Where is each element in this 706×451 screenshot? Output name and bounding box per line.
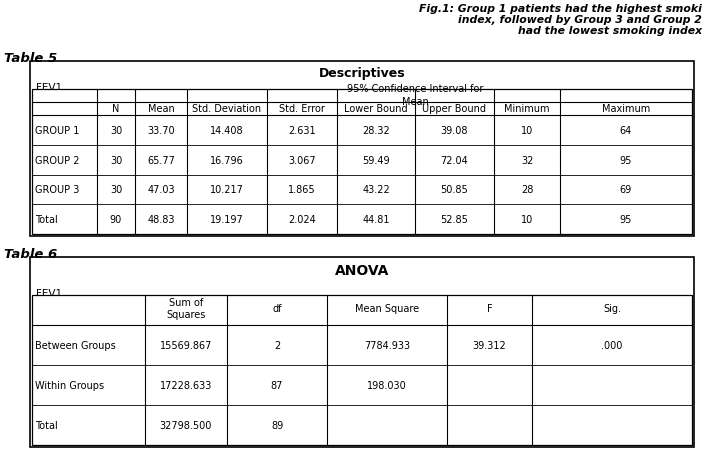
Text: 72.04: 72.04 — [441, 155, 468, 165]
Text: 3.067: 3.067 — [288, 155, 316, 165]
Text: 43.22: 43.22 — [362, 185, 390, 195]
Text: 30: 30 — [110, 125, 122, 136]
Text: Minimum: Minimum — [504, 104, 550, 114]
Text: GROUP 3: GROUP 3 — [35, 185, 79, 195]
Text: Mean Square: Mean Square — [355, 304, 419, 313]
Text: 10.217: 10.217 — [210, 185, 244, 195]
Text: .000: .000 — [602, 340, 623, 350]
Text: Std. Deviation: Std. Deviation — [193, 104, 261, 114]
Text: F: F — [486, 304, 492, 313]
Text: 47.03: 47.03 — [147, 185, 175, 195]
Text: 33.70: 33.70 — [147, 125, 175, 136]
Text: Lower Bound: Lower Bound — [345, 104, 408, 114]
Text: Sig.: Sig. — [603, 304, 621, 313]
Text: index, followed by Group 3 and Group 2: index, followed by Group 3 and Group 2 — [458, 15, 702, 25]
Text: Descriptives: Descriptives — [318, 66, 405, 79]
Bar — [32, 295, 692, 445]
Text: 16.796: 16.796 — [210, 155, 244, 165]
Text: Upper Bound: Upper Bound — [422, 104, 486, 114]
Text: ANOVA: ANOVA — [335, 263, 389, 277]
Text: 50.85: 50.85 — [441, 185, 468, 195]
Text: 15569.867: 15569.867 — [160, 340, 213, 350]
Text: df: df — [273, 304, 282, 313]
Text: Std. Error: Std. Error — [279, 104, 325, 114]
Text: 69: 69 — [620, 185, 632, 195]
Text: GROUP 1: GROUP 1 — [35, 125, 79, 136]
Text: 87: 87 — [271, 380, 283, 390]
Text: 90: 90 — [110, 215, 122, 225]
Text: 39.312: 39.312 — [472, 340, 506, 350]
Text: 89: 89 — [271, 420, 283, 430]
Text: 198.030: 198.030 — [367, 380, 407, 390]
Text: 2.024: 2.024 — [288, 215, 316, 225]
Text: 39.08: 39.08 — [441, 125, 468, 136]
Text: 32798.500: 32798.500 — [160, 420, 213, 430]
Text: Fig.1: Group 1 patients had the highest smoki: Fig.1: Group 1 patients had the highest … — [419, 4, 702, 14]
Text: Total: Total — [35, 420, 58, 430]
Text: 44.81: 44.81 — [362, 215, 390, 225]
Text: 7784.933: 7784.933 — [364, 340, 410, 350]
Text: 10: 10 — [521, 125, 533, 136]
Text: FEV1: FEV1 — [36, 288, 62, 299]
Text: 2.631: 2.631 — [288, 125, 316, 136]
Text: Sum of
Squares: Sum of Squares — [167, 297, 205, 319]
Text: Within Groups: Within Groups — [35, 380, 104, 390]
Text: 48.83: 48.83 — [148, 215, 175, 225]
Text: Table 5: Table 5 — [4, 52, 57, 65]
Text: 30: 30 — [110, 155, 122, 165]
Text: 59.49: 59.49 — [362, 155, 390, 165]
Text: Table 6: Table 6 — [4, 248, 57, 260]
Text: Total: Total — [35, 215, 58, 225]
Text: Mean: Mean — [148, 104, 174, 114]
Text: GROUP 2: GROUP 2 — [35, 155, 80, 165]
Text: 2: 2 — [274, 340, 280, 350]
Text: Between Groups: Between Groups — [35, 340, 116, 350]
Text: 52.85: 52.85 — [441, 215, 469, 225]
Bar — [32, 90, 692, 235]
Text: 19.197: 19.197 — [210, 215, 244, 225]
Text: 95% Confidence Interval for
Mean: 95% Confidence Interval for Mean — [347, 84, 484, 106]
Text: FEV1: FEV1 — [36, 83, 62, 93]
Text: 1.865: 1.865 — [288, 185, 316, 195]
Text: had the lowest smoking index: had the lowest smoking index — [518, 26, 702, 36]
Text: 65.77: 65.77 — [147, 155, 175, 165]
Bar — [30, 258, 694, 447]
Text: 64: 64 — [620, 125, 632, 136]
Text: 95: 95 — [620, 215, 632, 225]
Text: N: N — [112, 104, 120, 114]
Text: 28: 28 — [521, 185, 533, 195]
Text: 32: 32 — [521, 155, 533, 165]
Text: 28.32: 28.32 — [362, 125, 390, 136]
Text: 95: 95 — [620, 155, 632, 165]
Text: 30: 30 — [110, 185, 122, 195]
Text: 14.408: 14.408 — [210, 125, 244, 136]
Text: 17228.633: 17228.633 — [160, 380, 213, 390]
Text: 10: 10 — [521, 215, 533, 225]
Text: Maximum: Maximum — [602, 104, 650, 114]
Bar — [30, 62, 694, 236]
